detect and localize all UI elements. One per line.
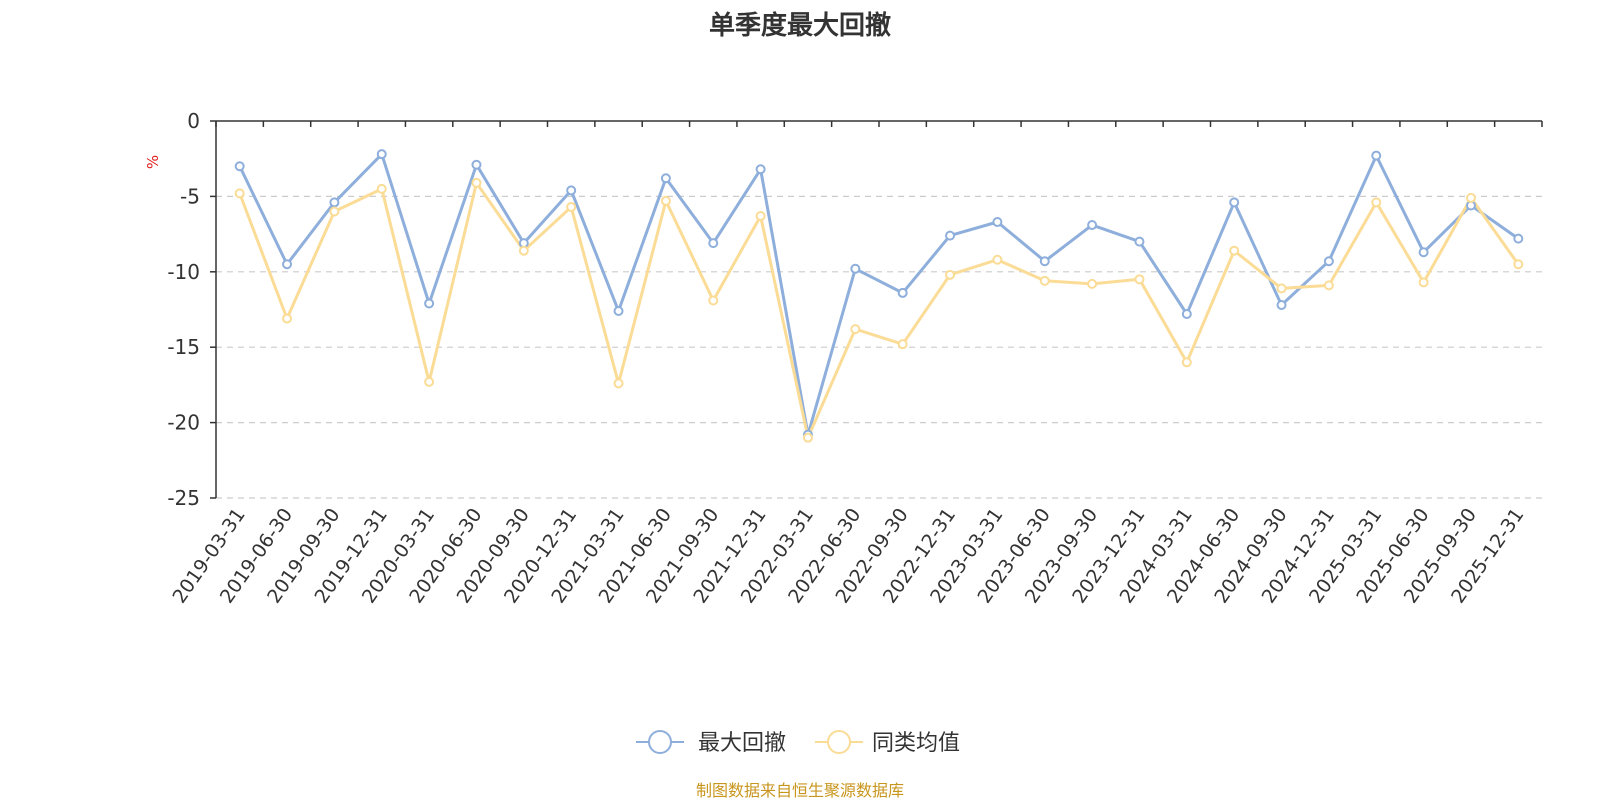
data-point-series-1: [282, 259, 293, 270]
legend-label: 最大回撤: [698, 731, 786, 756]
y-tick-label: -25: [167, 486, 200, 510]
data-point-series-1: [566, 185, 577, 196]
y-tick-label: 0: [187, 109, 200, 133]
data-point-series-2: [897, 339, 908, 350]
legend-label: 同类均值: [872, 731, 960, 756]
data-point-series-2: [1087, 278, 1098, 289]
data-point-series-1: [1087, 220, 1098, 231]
y-tick-label: -20: [167, 411, 200, 435]
data-point-series-2: [1134, 274, 1145, 285]
series-lines: [234, 149, 1524, 443]
data-point-series-1: [1371, 150, 1382, 161]
data-point-series-1: [1418, 247, 1429, 258]
data-point-series-1: [1039, 256, 1050, 267]
data-point-series-2: [755, 211, 766, 222]
legend[interactable]: 最大回撤 同类均值: [636, 730, 960, 756]
data-point-series-1: [945, 230, 956, 241]
y-tick-labels: 0 -5 -10 -15 -20 -25: [167, 109, 200, 510]
series-line-2: [238, 181, 1520, 440]
legend-marker: [648, 730, 672, 754]
data-point-series-1: [376, 149, 387, 160]
data-point-series-1: [1276, 299, 1287, 310]
axes: [210, 120, 1543, 499]
data-point-series-1: [329, 197, 340, 208]
data-point-series-1: [424, 298, 435, 309]
data-point-series-1: [850, 263, 861, 274]
x-tick-labels: 2019-03-312019-06-302019-09-302019-12-31…: [168, 504, 1528, 607]
data-point-series-2: [802, 432, 813, 443]
data-point-series-2: [566, 201, 577, 212]
data-point-series-2: [471, 177, 482, 188]
y-tick-label: -5: [180, 184, 200, 208]
legend-marker: [827, 730, 851, 754]
data-point-series-2: [376, 183, 387, 194]
data-point-series-2: [424, 376, 435, 387]
y-tick-label: -10: [167, 260, 200, 284]
data-point-series-2: [1465, 192, 1476, 203]
data-point-series-1: [234, 161, 245, 172]
data-point-series-2: [518, 245, 529, 256]
data-point-series-2: [660, 195, 671, 206]
data-point-series-1: [1323, 256, 1334, 267]
data-point-series-2: [708, 295, 719, 306]
data-point-series-1: [660, 173, 671, 184]
data-point-series-2: [1229, 245, 1240, 256]
data-point-series-2: [613, 378, 624, 389]
data-point-series-2: [992, 254, 1003, 265]
grid-lines: [216, 195, 1542, 499]
data-point-series-2: [945, 269, 956, 280]
y-axis-unit: %: [144, 155, 162, 169]
data-point-series-2: [1418, 277, 1429, 288]
data-point-series-2: [1039, 275, 1050, 286]
data-point-series-2: [1323, 280, 1334, 291]
y-tick-label: -15: [167, 335, 200, 359]
data-point-series-1: [1513, 233, 1524, 244]
data-point-series-1: [708, 238, 719, 249]
series-line-1: [238, 152, 1520, 437]
data-point-series-1: [1134, 236, 1145, 247]
data-point-series-2: [329, 206, 340, 217]
data-point-series-1: [1181, 309, 1192, 320]
data-point-series-2: [282, 313, 293, 324]
chart-title: 单季度最大回撤: [709, 10, 891, 41]
data-point-series-2: [1513, 259, 1524, 270]
data-point-series-1: [1229, 197, 1240, 208]
data-point-series-1: [755, 164, 766, 175]
source-note: 制图数据来自恒生聚源数据库: [696, 781, 904, 800]
data-point-series-2: [1276, 283, 1287, 294]
data-point-series-1: [613, 306, 624, 317]
data-point-series-1: [471, 159, 482, 170]
data-point-series-1: [897, 287, 908, 298]
data-point-series-2: [850, 324, 861, 335]
data-point-series-2: [1181, 357, 1192, 368]
data-point-series-2: [1371, 197, 1382, 208]
data-point-series-1: [992, 217, 1003, 228]
data-point-series-2: [234, 188, 245, 199]
